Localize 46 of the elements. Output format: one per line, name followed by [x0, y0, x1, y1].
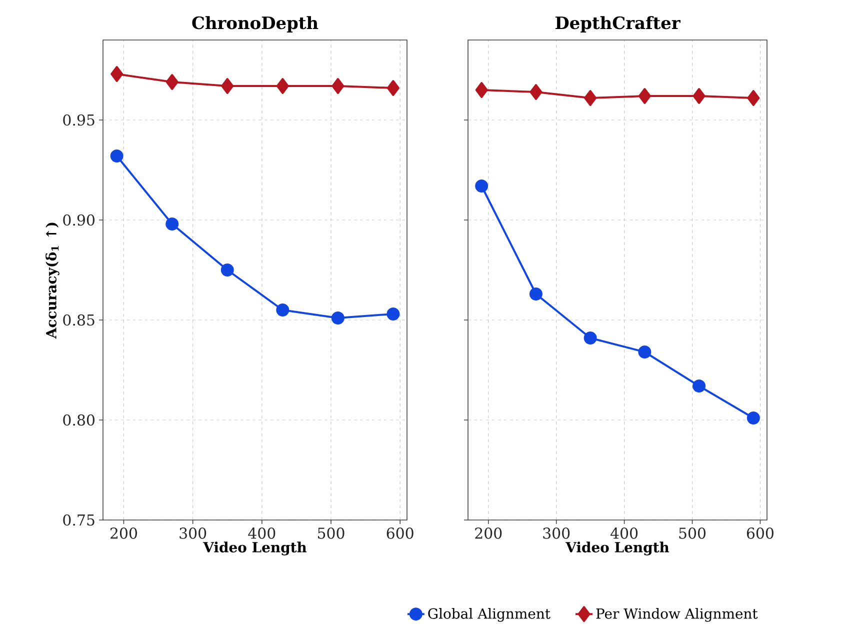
- y-tick-label: 0.75: [63, 514, 94, 526]
- point: [746, 412, 760, 424]
- point: [276, 303, 290, 316]
- point: [220, 263, 234, 276]
- x-axis-title: Video Length: [203, 542, 307, 556]
- point: [584, 90, 597, 106]
- point: [331, 311, 344, 324]
- point: [692, 88, 706, 104]
- x-tick-label: 400: [248, 528, 276, 539]
- point: [386, 80, 400, 96]
- point: [166, 74, 178, 90]
- x-tick-label: 300: [543, 528, 570, 539]
- point: [221, 78, 234, 94]
- chart-title: DepthCrafter: [555, 16, 680, 32]
- x-tick-label: 500: [679, 528, 706, 539]
- x-tick-label: 500: [318, 528, 344, 539]
- point: [584, 332, 597, 344]
- y-tick-label: 0.80: [63, 414, 94, 426]
- x-tick-label: 600: [386, 528, 414, 539]
- x-tick-label: 200: [475, 528, 502, 539]
- point: [276, 78, 289, 94]
- point: [692, 380, 706, 392]
- point: [530, 84, 542, 100]
- point: [475, 82, 488, 98]
- point: [529, 287, 542, 300]
- point: [475, 179, 488, 192]
- point: [110, 66, 124, 82]
- point: [166, 217, 179, 230]
- x-tick-label: 600: [746, 528, 774, 539]
- chart-title: ChronoDepth: [192, 16, 318, 32]
- x-tick-label: 200: [110, 528, 137, 539]
- point: [110, 149, 124, 162]
- x-tick-label: 300: [180, 528, 206, 539]
- point: [332, 78, 344, 94]
- y-tick-label: 0.95: [63, 114, 94, 126]
- y-axis-title: Accuracy(δ$_{1}$ ↑): [46, 222, 60, 339]
- y-tick-label: 0.90: [63, 214, 94, 226]
- x-axis-title: Video Length: [566, 542, 670, 556]
- point: [747, 90, 760, 106]
- point: [638, 88, 651, 104]
- x-tick-label: 400: [610, 528, 638, 539]
- legend-label: Per Window Alignment: [596, 608, 758, 622]
- point: [638, 346, 652, 358]
- legend-label: Global Alignment: [428, 608, 550, 622]
- y-tick-label: 0.85: [63, 314, 94, 326]
- point: [386, 307, 400, 320]
